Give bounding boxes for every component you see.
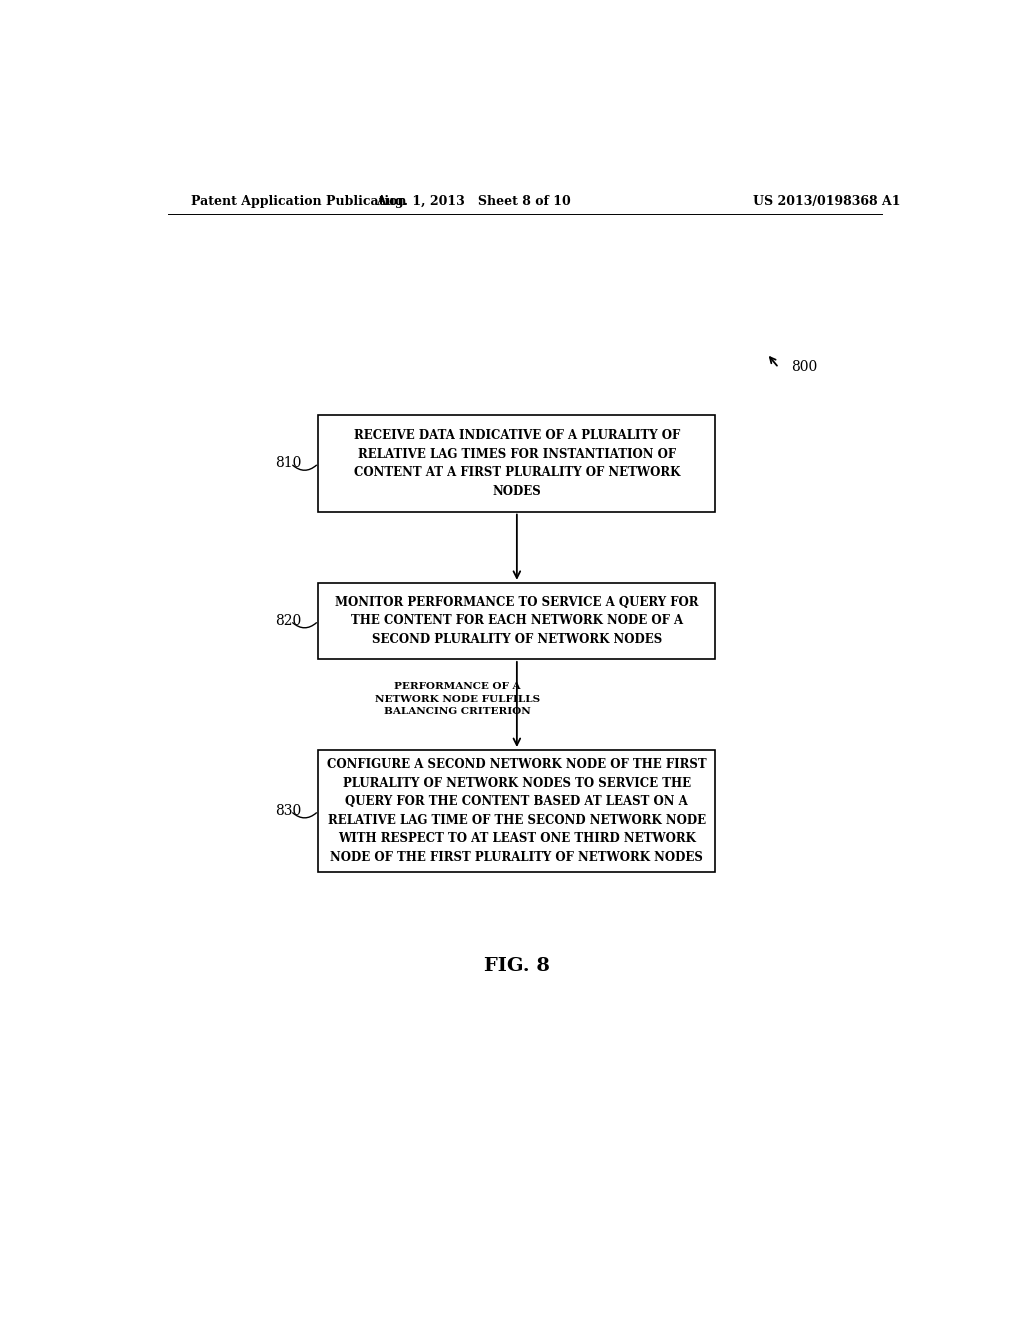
Text: US 2013/0198368 A1: US 2013/0198368 A1 <box>753 194 900 207</box>
Text: 820: 820 <box>274 614 301 628</box>
Text: 800: 800 <box>791 360 817 374</box>
FancyBboxPatch shape <box>318 750 715 873</box>
Text: RECEIVE DATA INDICATIVE OF A PLURALITY OF
RELATIVE LAG TIMES FOR INSTANTIATION O: RECEIVE DATA INDICATIVE OF A PLURALITY O… <box>353 429 680 498</box>
Text: 830: 830 <box>274 804 301 818</box>
Text: MONITOR PERFORMANCE TO SERVICE A QUERY FOR
THE CONTENT FOR EACH NETWORK NODE OF : MONITOR PERFORMANCE TO SERVICE A QUERY F… <box>335 595 698 645</box>
Text: 810: 810 <box>274 457 301 470</box>
Text: FIG. 8: FIG. 8 <box>484 957 550 975</box>
Text: CONFIGURE A SECOND NETWORK NODE OF THE FIRST
PLURALITY OF NETWORK NODES TO SERVI: CONFIGURE A SECOND NETWORK NODE OF THE F… <box>327 758 707 863</box>
Text: PERFORMANCE OF A
NETWORK NODE FULFILLS
BALANCING CRITERION: PERFORMANCE OF A NETWORK NODE FULFILLS B… <box>375 682 540 717</box>
FancyBboxPatch shape <box>318 582 715 659</box>
Text: Patent Application Publication: Patent Application Publication <box>191 194 407 207</box>
FancyBboxPatch shape <box>318 414 715 512</box>
Text: Aug. 1, 2013   Sheet 8 of 10: Aug. 1, 2013 Sheet 8 of 10 <box>376 194 570 207</box>
